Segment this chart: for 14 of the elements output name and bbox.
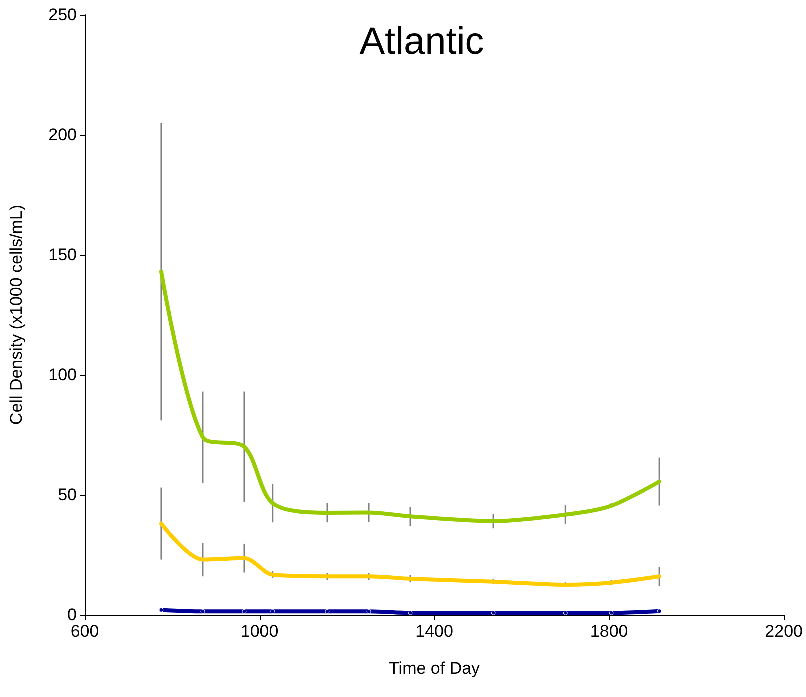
y-axis-title: Cell Density (x1000 cells/mL) xyxy=(7,204,26,426)
x-tick-label: 1800 xyxy=(590,622,628,641)
y-tick-label: 200 xyxy=(48,126,77,144)
x-tick-label: 600 xyxy=(70,622,100,641)
x-tick-label: 1000 xyxy=(240,622,279,641)
y-tick-label: 50 xyxy=(58,486,77,504)
y-tick-label: 150 xyxy=(48,246,77,264)
x-tick-label: 2200 xyxy=(765,622,804,641)
y-tick-label: 250 xyxy=(48,6,77,24)
x-axis-title: Time of Day xyxy=(389,659,481,678)
y-tick-label: 0 xyxy=(68,606,77,624)
y-tick-label: 100 xyxy=(48,366,77,384)
chart-title: Atlantic xyxy=(360,21,484,63)
x-tick-label: 1400 xyxy=(416,622,454,641)
